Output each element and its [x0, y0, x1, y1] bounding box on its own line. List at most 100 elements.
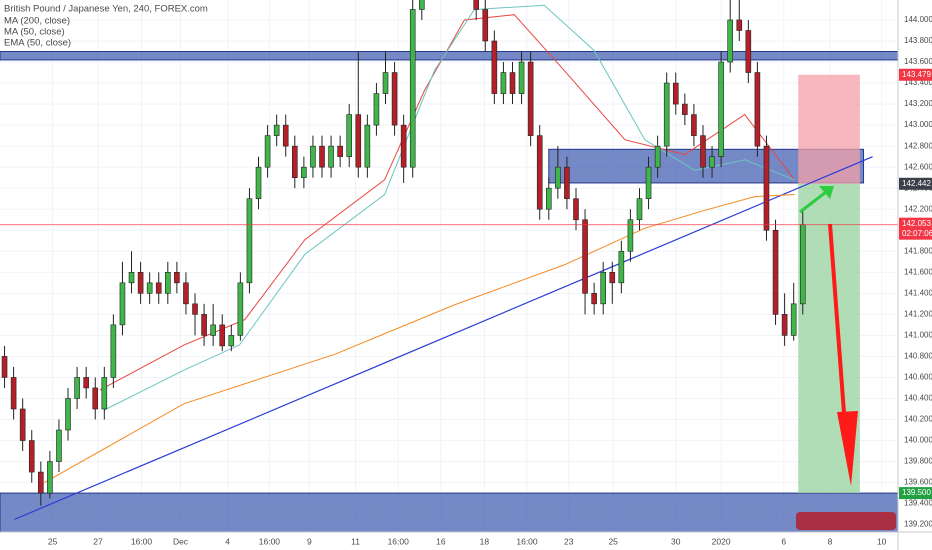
candle-body [591, 293, 597, 305]
y-tick-label: 140.200 [904, 415, 932, 424]
y-tick-label: 141.400 [904, 288, 932, 297]
candle-body [119, 282, 126, 326]
price-tag-label: 139.500 [902, 488, 931, 497]
price-tag-label: 143.479 [902, 70, 931, 79]
x-tick-label: 9 [307, 536, 312, 546]
candle-body [292, 145, 298, 178]
candle-body [772, 229, 779, 315]
red-arrowhead [837, 411, 858, 486]
candle-body [246, 198, 253, 284]
candle-body [618, 250, 625, 284]
x-tick-label: 16:00 [388, 536, 410, 546]
y-tick-label: 143.600 [904, 57, 932, 66]
candle-body [337, 145, 343, 157]
candle-body [201, 314, 207, 336]
y-tick-label: 141.600 [904, 267, 932, 276]
candle-body [110, 324, 117, 378]
candle-body [482, 9, 489, 42]
x-tick-label: 10 [877, 536, 887, 546]
candle-body [355, 114, 362, 168]
candle-body [165, 272, 171, 294]
y-tick-label: 141.000 [904, 331, 932, 340]
price-tag [899, 487, 932, 500]
x-tick-label: 8 [828, 536, 833, 546]
candle-body [600, 272, 606, 305]
legend-entry: MA (200, close) [4, 16, 70, 27]
price-tag-label: 142.442 [902, 179, 931, 188]
y-tick-label: 142.200 [904, 204, 932, 213]
candle-body [255, 166, 262, 200]
price-tag [899, 68, 932, 81]
y-tick-label: 143.000 [904, 120, 932, 129]
candle-body [28, 440, 35, 473]
plot-area [0, 0, 898, 532]
y-tick-label: 139.200 [904, 520, 932, 529]
candle-body [56, 429, 62, 462]
legend-entry: EMA (50, close) [4, 38, 71, 49]
candle-body [564, 166, 570, 200]
candle-body [128, 272, 135, 284]
candle-body [264, 135, 271, 168]
supply-demand-zone [0, 492, 898, 532]
candle-body [409, 9, 416, 168]
price-tag [899, 217, 932, 240]
candle-body [545, 187, 552, 210]
candle-body [799, 224, 806, 305]
candle-body [645, 166, 652, 200]
stop-zone [798, 74, 860, 184]
x-tick-label: 11 [351, 536, 360, 546]
y-tick-label: 143.200 [904, 99, 932, 108]
candle-body [636, 198, 643, 221]
x-tick-label: Dec [173, 536, 189, 546]
candle-body [346, 114, 353, 157]
candle-body [38, 471, 44, 494]
x-tick-label: 18 [480, 536, 490, 546]
y-tick-label: 143.400 [904, 78, 932, 87]
y-tick-label: 140.600 [904, 373, 932, 382]
candle-body [781, 314, 788, 336]
candle-body [718, 61, 724, 157]
moving-average-line [44, 194, 795, 484]
x-tick-label: 27 [93, 536, 103, 546]
candle-body [382, 72, 389, 94]
candle-body [364, 124, 371, 168]
y-tick-label: 142.800 [904, 141, 932, 150]
axes: 139.200 139.400 139.600 139.800 140.000 140.2… [48, 15, 932, 546]
y-tick-label: 140.800 [904, 352, 932, 361]
candle-body [518, 61, 525, 94]
chart-title: British Pound / Japanese Yen, 240, FOREX… [4, 4, 208, 15]
legend: British Pound / Japanese Yen, 240, FOREX… [4, 4, 208, 49]
y-tick-label: 144.000 [904, 15, 932, 24]
y-tick-label: 139.400 [904, 499, 932, 508]
y-tick-label: 140.400 [904, 394, 932, 403]
candle-body [301, 166, 307, 178]
x-tick-label: 25 [48, 536, 58, 546]
green-arrowhead [819, 186, 834, 199]
supply-demand-zone [0, 51, 898, 61]
candle-body [582, 219, 588, 294]
y-tick-label: 143.800 [904, 36, 932, 45]
x-tick-label: 16:00 [131, 536, 153, 546]
legend-entry: MA (50, close) [4, 27, 65, 38]
candle-body [183, 282, 189, 305]
candle-body [691, 114, 697, 136]
x-tick-label: 25 [608, 536, 618, 546]
x-tick-label: 16:00 [516, 536, 538, 546]
logo [796, 512, 896, 530]
candle-body [282, 124, 289, 147]
candle-body [92, 387, 99, 410]
y-tick-label: 141.800 [904, 246, 932, 255]
candle-body [10, 377, 17, 410]
y-tick-label: 142.600 [904, 162, 932, 171]
candle-body [727, 19, 733, 63]
logo-badge [796, 512, 896, 530]
candle-body [672, 82, 679, 105]
candle-body [137, 272, 144, 294]
candle-body [790, 303, 797, 336]
x-tick-label: 2020 [712, 536, 731, 546]
candle-body [373, 93, 380, 126]
candle-body [219, 324, 226, 347]
candle-body [763, 145, 770, 231]
candle-body [273, 124, 280, 136]
candle-body [1, 356, 8, 378]
